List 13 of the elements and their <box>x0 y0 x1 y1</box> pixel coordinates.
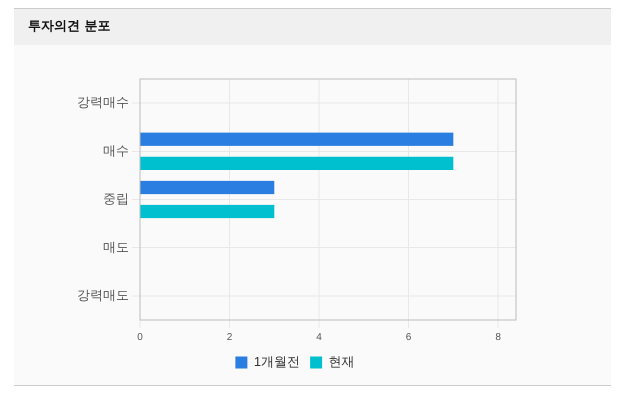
x-tick-label: 6 <box>406 332 412 343</box>
x-tick-label: 8 <box>495 332 502 343</box>
x-tick-label: 0 <box>137 332 144 343</box>
x-tick-label: 2 <box>226 332 233 343</box>
x-tick-label: 4 <box>316 332 322 343</box>
legend-label: 현재 <box>328 354 355 370</box>
chart-title: 투자의견 분포 <box>14 9 611 45</box>
y-tick-label: 매수 <box>103 142 129 158</box>
y-tick-label: 매도 <box>103 239 129 254</box>
y-tick-label: 강력매수 <box>77 94 129 110</box>
y-tick-label: 중립 <box>103 191 129 206</box>
legend-label: 1개월전 <box>254 354 300 370</box>
y-tick-label: 강력매도 <box>77 287 129 302</box>
